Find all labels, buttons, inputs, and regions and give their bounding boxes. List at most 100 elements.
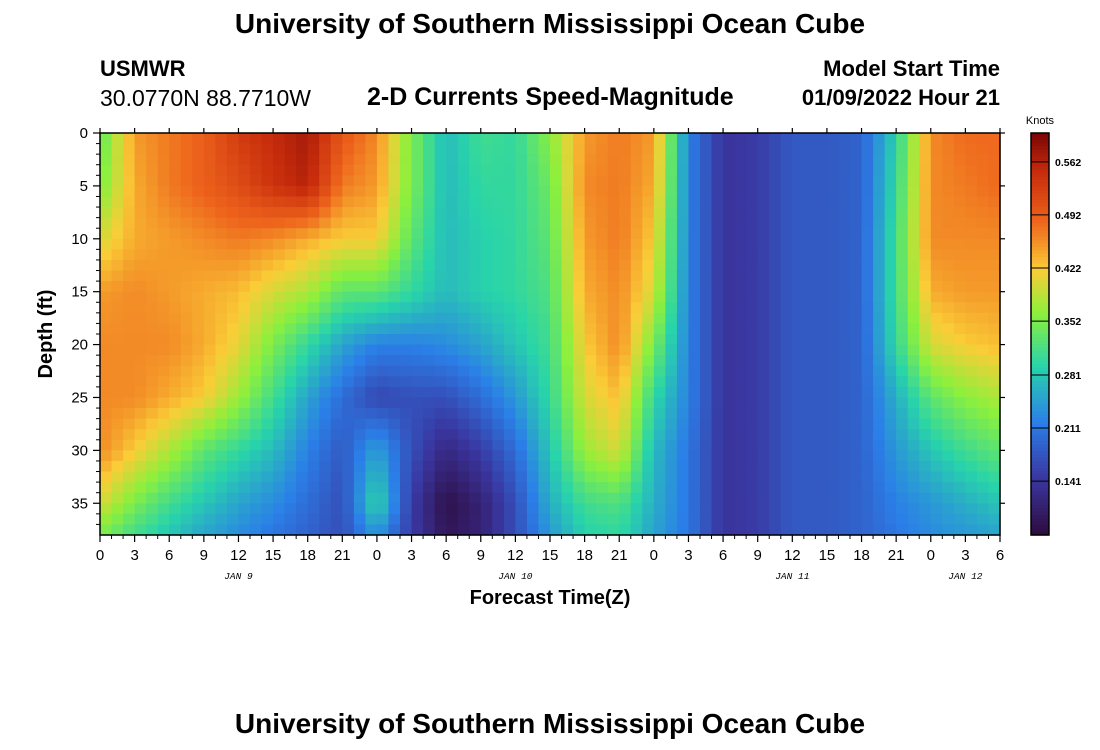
heatmap-cell bbox=[769, 355, 782, 367]
heatmap-cell bbox=[573, 386, 586, 399]
heatmap-cell bbox=[642, 291, 655, 303]
heatmap-cell bbox=[769, 196, 782, 208]
heatmap-cell bbox=[215, 460, 228, 473]
heatmap-cell bbox=[676, 323, 690, 335]
heatmap-cell bbox=[180, 429, 193, 441]
heatmap-cell bbox=[146, 270, 159, 282]
heatmap-cell bbox=[423, 376, 436, 388]
heatmap-cell bbox=[953, 408, 966, 420]
heatmap-cell bbox=[215, 524, 228, 536]
heatmap-cell bbox=[515, 418, 528, 430]
heatmap-cell bbox=[353, 175, 366, 187]
heatmap-cell bbox=[815, 365, 828, 377]
x-tick-label: 6 bbox=[165, 547, 173, 564]
heatmap-cell bbox=[146, 482, 159, 494]
heatmap-cell bbox=[330, 238, 343, 250]
heatmap-cell bbox=[700, 524, 713, 536]
heatmap-cell bbox=[480, 143, 493, 155]
colorbar-step bbox=[1031, 243, 1049, 248]
heatmap-cell bbox=[457, 397, 470, 409]
heatmap-cell bbox=[492, 355, 505, 367]
heatmap-cell bbox=[434, 471, 447, 483]
heatmap-cell bbox=[469, 492, 482, 504]
heatmap-cell bbox=[273, 408, 286, 420]
heatmap-cell bbox=[434, 355, 447, 367]
colorbar-step bbox=[1031, 146, 1049, 151]
heatmap-cell bbox=[203, 164, 216, 176]
heatmap-cell bbox=[596, 312, 609, 325]
heatmap-cell bbox=[365, 133, 378, 145]
heatmap-cell bbox=[515, 429, 528, 441]
heatmap-cell bbox=[688, 217, 701, 229]
heatmap-cell bbox=[815, 133, 828, 145]
heatmap-cell bbox=[353, 143, 366, 155]
heatmap-cell bbox=[988, 133, 1001, 145]
heatmap-cell bbox=[907, 376, 920, 388]
heatmap-cell bbox=[503, 207, 516, 219]
heatmap-cell bbox=[296, 450, 309, 462]
heatmap-cell bbox=[861, 143, 874, 155]
heatmap-cell bbox=[480, 524, 493, 536]
heatmap-cell bbox=[296, 185, 309, 198]
heatmap-cell bbox=[769, 513, 782, 526]
heatmap-cell bbox=[815, 185, 828, 198]
heatmap-cell bbox=[757, 312, 770, 325]
heatmap-cell bbox=[584, 249, 597, 261]
heatmap-cell bbox=[826, 249, 840, 261]
heatmap-cell bbox=[503, 524, 516, 536]
heatmap-cell bbox=[619, 513, 632, 526]
heatmap-cell bbox=[319, 196, 332, 208]
heatmap-cell bbox=[584, 418, 597, 430]
heatmap-cell bbox=[192, 344, 205, 356]
heatmap-cell bbox=[700, 439, 713, 451]
heatmap-cell bbox=[688, 429, 701, 441]
heatmap-cell bbox=[123, 291, 136, 303]
heatmap-cell bbox=[238, 397, 251, 409]
heatmap-cell bbox=[607, 302, 620, 314]
heatmap-cell bbox=[803, 249, 816, 261]
heatmap-cell bbox=[942, 334, 955, 346]
model-start-value: 01/09/2022 Hour 21 bbox=[801, 85, 1000, 110]
heatmap-cell bbox=[965, 259, 978, 272]
heatmap-cell bbox=[723, 334, 736, 346]
heatmap-cell bbox=[111, 238, 124, 250]
heatmap-cell bbox=[803, 238, 816, 250]
heatmap-cell bbox=[907, 133, 920, 145]
colorbar-step bbox=[1031, 491, 1049, 496]
heatmap-cell bbox=[123, 323, 136, 335]
heatmap-cell bbox=[342, 524, 355, 536]
heatmap-cell bbox=[411, 471, 424, 483]
heatmap-cell bbox=[284, 133, 297, 145]
heatmap-cell bbox=[411, 482, 424, 494]
heatmap-cell bbox=[665, 323, 678, 335]
heatmap-cell bbox=[226, 249, 240, 261]
heatmap-cell bbox=[215, 386, 228, 399]
heatmap-cell bbox=[492, 154, 505, 166]
heatmap-cell bbox=[250, 450, 263, 462]
heatmap-cell bbox=[400, 344, 413, 356]
heatmap-cell bbox=[480, 429, 493, 441]
colorbar-step bbox=[1031, 421, 1049, 426]
heatmap-cell bbox=[411, 323, 424, 335]
heatmap-cell bbox=[388, 291, 401, 303]
heatmap-cell bbox=[988, 460, 1001, 473]
heatmap-cell bbox=[550, 291, 563, 303]
heatmap-cell bbox=[296, 196, 309, 208]
heatmap-cell bbox=[573, 418, 586, 430]
heatmap-cell bbox=[942, 249, 955, 261]
heatmap-cell bbox=[273, 249, 286, 261]
heatmap-cell bbox=[480, 355, 493, 367]
heatmap-cell bbox=[573, 133, 586, 145]
heatmap-cell bbox=[942, 207, 955, 219]
heatmap-cell bbox=[203, 175, 216, 187]
heatmap-cell bbox=[884, 365, 897, 377]
heatmap-cell bbox=[146, 376, 159, 388]
heatmap-cell bbox=[550, 482, 563, 494]
heatmap-cell bbox=[803, 154, 816, 166]
heatmap-cell bbox=[434, 524, 447, 536]
heatmap-cell bbox=[388, 418, 401, 430]
heatmap-cell bbox=[111, 291, 124, 303]
heatmap-cell bbox=[700, 143, 713, 155]
heatmap-cell bbox=[838, 270, 851, 282]
heatmap-cell bbox=[850, 249, 863, 261]
